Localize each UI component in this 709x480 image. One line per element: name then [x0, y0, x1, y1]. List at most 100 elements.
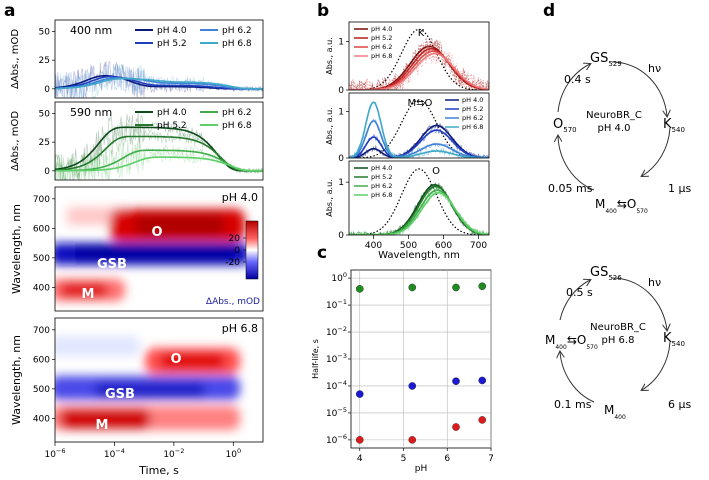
legend-green-3: pH 6.8: [222, 121, 252, 131]
legend-green-2: pH 6.2: [222, 108, 252, 118]
chart-a-mid: 0 25 50 590 nm ΔAbs., mOD pH 4.0 pH 6.2 pH…: [10, 101, 264, 181]
y-tick-label: 25: [39, 56, 50, 66]
bmo-legend-0: pH 4.0: [462, 96, 483, 104]
legend-blue-1: pH 5.2: [157, 39, 187, 49]
y-tick-label: 10−6: [326, 433, 347, 446]
chart-a-top: 0 25 50 400 nm ΔAbs., mOD pH 4.0 pH 6.2 pH…: [10, 19, 264, 99]
bmo-legend: pH 4.0 pH 5.2 pH 6.2 pH 6.8: [445, 96, 483, 131]
cycle-bottom: GS526 hν K540 M400 M400⇆O570 NeuroBR_C p…: [545, 265, 691, 421]
colorbar-tick-0: 0: [234, 246, 240, 256]
top-K: K540: [663, 117, 685, 134]
bot-t1: 0.5 s: [566, 286, 593, 299]
bot-M: M400: [604, 403, 626, 421]
bo-legend: pH 4.0 pH 5.2 pH 6.2 pH 6.8: [354, 164, 392, 199]
c-xlabel: pH: [415, 464, 427, 474]
panel-letter-a: a: [4, 1, 15, 21]
panel-letter-d: d: [543, 1, 555, 21]
heatmap68-ylabel: Wavelength, nm: [10, 335, 23, 425]
bo-legend-3: pH 6.8: [371, 191, 392, 199]
spectrum-fit-3: [349, 101, 489, 158]
colorbar-tick-m20: -20: [225, 258, 240, 268]
y-tick-label: 0: [338, 231, 344, 241]
x-tick-label: 6: [444, 454, 450, 464]
bk-ylabel: Abs., a.u.: [325, 37, 334, 74]
point-green-1: [408, 283, 417, 292]
top-hv: hν: [648, 62, 661, 75]
chart-b-o: 0 1 400 500 600 700 O Abs., a.u. Wavelength,…: [325, 160, 490, 261]
chart-c: 100 10−1 10−2 10−3 10−4 10−5 10−6 4 5 6 7 Half-li…: [311, 269, 494, 474]
top-t1: 0.4 s: [564, 73, 591, 86]
y-tick-label: 25: [39, 138, 50, 148]
point-blue-3: [478, 376, 487, 385]
top-center1: NeuroBR_C: [586, 110, 642, 121]
y-tick-label: 600: [33, 224, 50, 234]
y-tick-label: 500: [33, 385, 50, 395]
panel-letter-b: b: [317, 1, 329, 21]
point-green-2: [452, 283, 460, 292]
point-red-1: [408, 436, 417, 444]
a-top-legend: pH 4.0 pH 6.2 pH 5.2 pH 6.8: [135, 26, 252, 49]
bo-ylabel: Abs., a.u.: [325, 179, 334, 216]
heatmap-ph40: 400 500 600 700 pH 4.0 O GSB M 20 0 -20 ΔAb…: [33, 186, 264, 312]
y-tick-label: 10−4: [326, 379, 347, 392]
chart-b-k: 0 1 K Abs., a.u. pH 4.0 pH 5.2 pH 6.2 pH …: [325, 21, 490, 96]
bot-t2: 6 µs: [668, 398, 691, 411]
chart-b-mo: 0 1 M⇆O Abs., a.u. pH 4.0 pH 5.2 pH 6.2 p…: [325, 92, 490, 164]
top-t2: 1 µs: [668, 182, 691, 195]
spectrum-fit-1: [349, 47, 489, 90]
point-green-0: [355, 285, 364, 293]
map40-band-O: O: [151, 225, 162, 240]
a-top-ylabel: ΔAbs., mOD: [10, 29, 21, 89]
y-tick-label: 10−3: [326, 352, 347, 365]
bot-K: K540: [663, 331, 685, 348]
x-tick-label: 600: [435, 241, 452, 251]
map68-band-M: M: [96, 418, 109, 433]
x-tick-label: 700: [470, 241, 487, 251]
bk-legend-3: pH 6.8: [371, 52, 392, 60]
colorbar: 20 0 -20 ΔAbs., mOD: [206, 220, 260, 307]
y-tick-label: 100: [331, 271, 347, 284]
x-tick-label: 400: [365, 241, 382, 251]
bo-species: O: [432, 166, 440, 177]
y-tick-label: 1: [338, 37, 344, 47]
a-top-title: 400 nm: [70, 24, 112, 37]
bot-MO: M400⇆O570: [545, 333, 598, 351]
spectrum-data-2: [350, 41, 489, 90]
point-blue-1: [408, 382, 417, 390]
spectrum-data-0: [349, 36, 489, 90]
y-tick-label: 50: [39, 109, 51, 119]
y-tick-label: 10−2: [326, 325, 347, 338]
y-tick-label: 10−5: [326, 406, 347, 419]
map40-band-GSB: GSB: [97, 257, 127, 272]
cycle-top: GS529 hν K540 M400⇆O570 O570 NeuroBR_C p…: [548, 51, 691, 215]
spectrum-fit-3: [349, 191, 489, 235]
bo-xlabel: Wavelength, nm: [378, 250, 460, 261]
y-tick-label: 400: [33, 414, 50, 424]
top-center2: pH 4.0: [598, 123, 631, 134]
bk-legend-0: pH 4.0: [371, 25, 392, 33]
point-red-2: [452, 423, 460, 431]
bk-legend: pH 4.0 pH 5.2 pH 6.2 pH 6.8: [354, 25, 392, 60]
y-tick-label: 10−1: [326, 298, 347, 311]
bo-legend-0: pH 4.0: [371, 164, 392, 172]
spectrum-data-1: [350, 39, 489, 90]
bmo-legend-2: pH 6.2: [462, 114, 483, 122]
y-tick-label: 1: [338, 108, 344, 118]
x-tick-label: 4: [357, 454, 363, 464]
top-O: O570: [553, 117, 577, 134]
x-tick-label: 500: [400, 241, 417, 251]
panel-letter-c: c: [317, 243, 327, 263]
x-tick-label: 7: [488, 454, 494, 464]
bk-species: K: [418, 28, 425, 39]
fit-line-2: [55, 77, 263, 90]
top-t3: 0.05 ms: [548, 182, 593, 195]
a-mid-legend: pH 4.0 pH 6.2 pH 5.2 pH 6.8: [135, 108, 252, 131]
x-tick-label: 5: [401, 454, 407, 464]
point-green-3: [478, 282, 487, 291]
x-tick-label: 10−4: [104, 447, 125, 460]
bot-center2: pH 6.8: [602, 335, 635, 346]
bo-legend-2: pH 6.2: [371, 182, 392, 190]
map68-label: pH 6.8: [222, 322, 258, 335]
heatmap-ph68: 400 500 600 700 10−6 10−4 10−2 100 pH 6.8 O GS…: [33, 317, 264, 477]
